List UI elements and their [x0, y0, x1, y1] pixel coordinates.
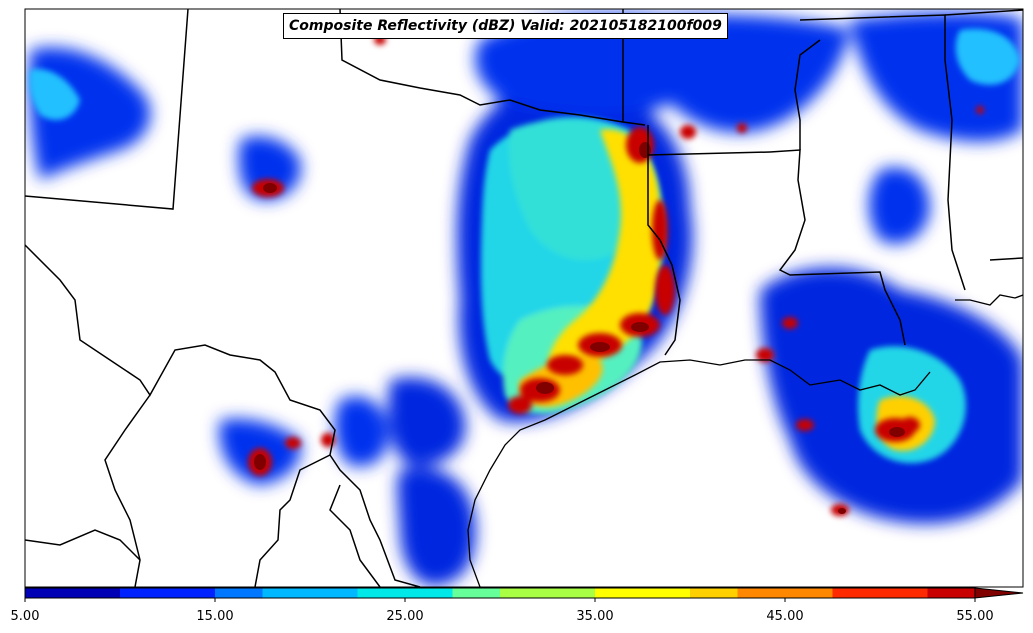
colorbar-frame — [24, 587, 976, 599]
colorbar-ticks — [24, 598, 976, 602]
colorbar-swatch — [25, 588, 73, 598]
colorbar-swatch — [642, 588, 691, 598]
colorbar-swatch — [785, 588, 833, 598]
colorbar-label-15: 15.00 — [196, 609, 234, 624]
colorbar — [24, 587, 1024, 602]
colorbar-swatch — [262, 588, 311, 598]
colorbar-swatch — [310, 588, 358, 598]
coastline — [467, 294, 1023, 587]
colorbar-swatch — [927, 588, 976, 598]
boundary-lines — [25, 9, 1023, 587]
colorbar-label-25: 25.00 — [386, 609, 424, 624]
colorbar-swatch — [737, 588, 786, 598]
colorbar-swatch — [690, 588, 738, 598]
colorbar-swatch — [215, 588, 263, 598]
map-frame — [24, 8, 1024, 588]
colorbar-swatch — [832, 588, 881, 598]
colorbar-swatch — [167, 588, 216, 598]
colorbar-swatch — [357, 588, 406, 598]
colorbar-swatch — [405, 588, 453, 598]
colorbar-swatches — [25, 588, 976, 598]
colorbar-label-45: 45.00 — [766, 609, 804, 624]
colorbar-swatch — [72, 588, 121, 598]
colorbar-swatch — [120, 588, 168, 598]
colorbar-extend-arrow — [974, 587, 1024, 599]
colorbar-swatch — [595, 588, 643, 598]
colorbar-label-55: 55.00 — [956, 609, 994, 624]
colorbar-label-5: 5.00 — [10, 609, 40, 624]
radar-echoes — [29, 12, 1023, 586]
colorbar-label-35: 35.00 — [576, 609, 614, 624]
colorbar-swatch — [452, 588, 501, 598]
colorbar-swatch — [500, 588, 548, 598]
colorbar-swatch — [880, 588, 928, 598]
map-title: Composite Reflectivity (dBZ) Valid: 2021… — [283, 13, 728, 39]
colorbar-swatch — [547, 588, 596, 598]
